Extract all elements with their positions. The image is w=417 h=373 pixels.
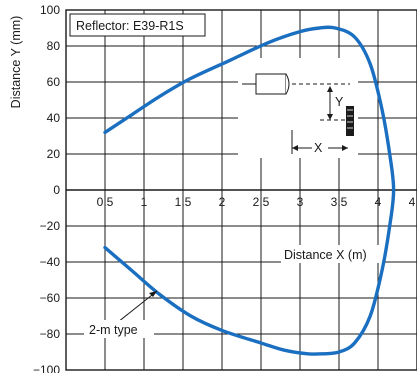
x-tick-label: 3 — [297, 195, 304, 209]
inset-y-label: Y — [335, 95, 344, 109]
x-tick-label: 1.5 — [175, 195, 192, 209]
y-tick-label: −60 — [40, 291, 61, 305]
y-axis-title: Distance Y (mm) — [9, 16, 23, 109]
callout-bg — [84, 320, 154, 338]
series-group — [103, 25, 396, 356]
x-tick-label: 4.5 — [409, 195, 417, 209]
x-tick-label: 2.5 — [253, 195, 270, 209]
x-tick-label: 0.5 — [97, 195, 114, 209]
y-tick-label: 60 — [47, 75, 61, 89]
x-axis-title: Distance X (m) — [284, 248, 367, 262]
sensor-icon — [242, 73, 350, 95]
y-tick-label: −40 — [40, 255, 61, 269]
x-axis-title-bg — [281, 245, 385, 263]
series-line-2m-type — [103, 25, 396, 356]
callout-label: 2-m type — [89, 323, 138, 337]
x-tick-labels: 0.5 1 1.5 2 2.5 3 3.5 4 4.5 — [97, 195, 417, 209]
inset-y-dimension: Y — [327, 86, 344, 120]
y-tick-labels: 100 80 60 40 20 0 −20 −40 −60 −80 −100 — [33, 3, 60, 373]
y-tick-label: 0 — [53, 183, 60, 197]
x-tick-label: 4 — [375, 195, 382, 209]
y-tick-label: 20 — [47, 147, 61, 161]
y-tick-label: 100 — [40, 3, 60, 17]
y-tick-label: 40 — [47, 111, 61, 125]
reflector-annotation-box — [69, 13, 206, 37]
y-tick-label: −80 — [40, 327, 61, 341]
y-tick-label: −100 — [33, 363, 60, 373]
callout-leader — [117, 290, 158, 323]
inset-x-label: X — [314, 141, 323, 155]
callout-arrowhead — [149, 291, 157, 297]
y-tick-label: 80 — [47, 39, 61, 53]
inset-x-dimension: X — [291, 130, 348, 155]
x-tick-label: 2 — [219, 195, 226, 209]
reflector-icon — [320, 106, 354, 136]
x-tick-label: 3.5 — [331, 195, 348, 209]
y-tick-label: −20 — [40, 219, 61, 233]
plot-frame — [65, 9, 417, 371]
x-tick-label: 1 — [141, 195, 148, 209]
reflector-annotation-text: Reflector: E39-R1S — [76, 19, 184, 33]
inset-diagram: Y X — [238, 58, 358, 158]
